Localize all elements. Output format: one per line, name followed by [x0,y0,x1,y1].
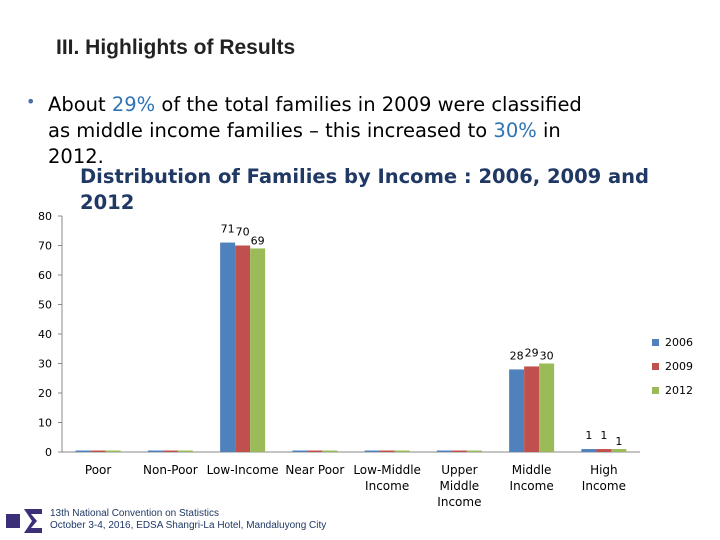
bar-2006-high-income [581,449,597,452]
bar-2012-non-poor [177,450,193,452]
bullet-text: About 29% of the total families in 2009 … [48,92,688,170]
legend-item-2009: 2009 [652,354,693,378]
x-category-label: Non-Poor [143,463,198,477]
x-category-label: High [590,463,618,477]
bar-2006-middle-income [509,369,525,452]
bar-2012-low-income [250,248,266,452]
data-label: 70 [236,226,250,239]
bar-2009-low-middle-income [379,450,395,452]
footer-line1: 13th National Convention on Statistics [50,508,219,519]
bar-2009-near-poor [307,450,323,452]
bar-2012-low-middle-income [394,450,410,452]
bar-2012-middle-income [539,363,555,452]
footer-text: 13th National Convention on Statistics O… [50,508,326,532]
chart-title: Distribution of Families by Income : 200… [80,165,650,214]
psa-logo-icon [6,506,46,536]
x-category-label: Poor [85,463,111,477]
bar-2009-non-poor [162,450,178,452]
bullet-highlight-30: 30% [493,119,537,142]
bar-2012-poor [105,450,121,452]
footer: 13th National Convention on Statistics O… [6,506,326,536]
data-label: 28 [510,349,524,362]
data-label: 30 [540,350,554,363]
legend-swatch-2012 [652,386,659,394]
slide-heading: III. Highlights of Results [56,36,296,59]
x-category-label: Income [582,479,626,493]
bullet-highlight-29: 29% [111,93,156,116]
x-category-label: Income [510,479,554,493]
y-tick-label: 60 [38,269,52,282]
footer-line2: October 3-4, 2016, EDSA Shangri-La Hotel… [50,520,327,531]
y-tick-label: 30 [38,358,52,371]
x-category-label: Middle [440,479,480,493]
x-category-label: Income [365,479,409,493]
legend-label-2006: 2006 [665,335,693,349]
bullet-line2-post: in [536,119,561,142]
x-category-label: Income [437,495,481,509]
bullet-line3: 2012. [48,145,104,168]
bar-2012-upper-middle-income [466,450,482,452]
bullet-dot-icon: • [26,92,36,111]
data-label: 69 [251,234,265,247]
bar-2012-high-income [611,449,627,452]
bar-2006-low-middle-income [364,450,380,452]
data-label: 1 [615,435,622,448]
bar-2012-near-poor [322,450,338,452]
data-label: 1 [600,429,607,442]
y-tick-label: 10 [38,417,52,430]
x-category-label: Middle [512,463,552,477]
y-tick-label: 40 [38,328,52,341]
bullet-line1-post: of the total families in 2009 were class… [155,93,582,116]
bar-2009-middle-income [524,366,540,452]
bar-2009-poor [90,450,106,452]
bar-2009-low-income [235,245,251,452]
data-label: 1 [585,429,592,442]
bar-2006-near-poor [292,450,308,452]
x-category-label: Upper [441,463,477,477]
legend-swatch-2009 [652,362,659,370]
bar-2006-low-income [220,242,236,452]
x-category-label: Near Poor [285,463,344,477]
bar-2009-upper-middle-income [451,450,467,452]
bar-2006-poor [75,450,91,452]
bar-2006-upper-middle-income [436,450,452,452]
bar-2009-high-income [596,449,612,452]
y-tick-label: 70 [38,240,52,253]
x-category-label: Low-Middle [353,463,421,477]
bar-2006-non-poor [147,450,163,452]
legend-label-2009: 2009 [665,359,693,373]
y-tick-label: 50 [38,299,52,312]
y-tick-label: 0 [45,446,52,459]
x-category-label: Low-Income [207,463,279,477]
chart-legend: 2006 2009 2012 [652,330,693,402]
legend-label-2012: 2012 [665,383,693,397]
legend-item-2012: 2012 [652,378,693,402]
bullet-line2-pre: as middle income families – this increas… [48,119,494,142]
data-label: 71 [221,223,235,236]
y-tick-label: 80 [38,210,52,223]
legend-item-2006: 2006 [652,330,693,354]
legend-swatch-2006 [652,338,659,346]
bullet-line1-pre: About [48,93,112,116]
data-label: 29 [525,346,539,359]
y-tick-label: 20 [38,387,52,400]
